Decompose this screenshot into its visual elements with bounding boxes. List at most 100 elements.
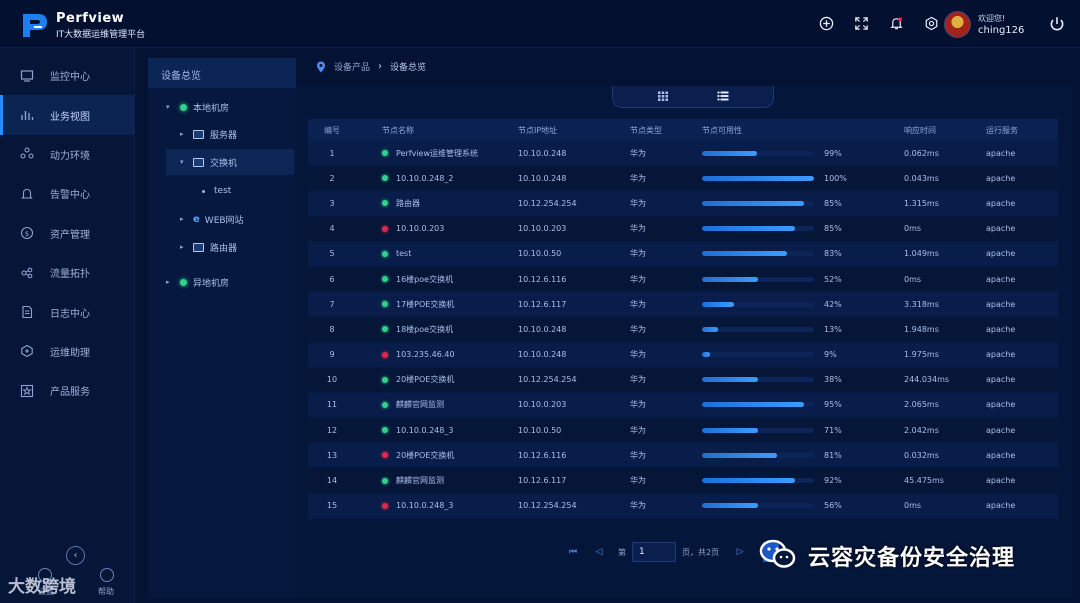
tree-node-remote-room[interactable]: ▸ 异地机房 (166, 269, 294, 295)
sidebar-item-label: 告警中心 (50, 190, 90, 202)
sidebar-item-business-view[interactable]: 业务视图 (0, 95, 134, 136)
table-row[interactable]: 12 10.10.0.248_3 10.10.0.50 华为 71% 2.042ms apa… (308, 418, 1058, 444)
availability-bar (702, 402, 814, 408)
sidebar-item-product-service[interactable]: 产品服务 (0, 371, 134, 410)
cell-name[interactable]: 10.10.0.203 (356, 224, 498, 233)
list-view-icon[interactable] (717, 91, 729, 101)
grid-view-icon[interactable] (657, 91, 669, 101)
tree-node-local-room[interactable]: ▾ 本地机房 (166, 94, 294, 120)
cell-name[interactable]: 16楼poe交换机 (356, 274, 498, 285)
sidebar-item-log-center[interactable]: 日志中心 (0, 292, 134, 331)
caret-down-icon[interactable]: ▾ (166, 103, 170, 111)
cell-name[interactable]: 10.10.0.248_2 (356, 174, 498, 183)
sidebar-item-traffic-topology[interactable]: 流量拓扑 (0, 253, 134, 292)
fullscreen-icon[interactable] (853, 15, 870, 32)
cell-response: 1.049ms (904, 249, 939, 259)
availability-label: 56% (824, 501, 842, 511)
settings-circle-icon[interactable] (38, 568, 52, 582)
page-prefix: 第 (618, 547, 626, 557)
col-header-type[interactable]: 节点类型 (630, 125, 662, 135)
availability-bar (702, 326, 814, 332)
power-icon[interactable] (1048, 15, 1066, 33)
table-row[interactable]: 7 17楼POE交换机 10.12.6.117 华为 42% 3.318ms apache (308, 292, 1058, 318)
caret-right-icon[interactable]: ▸ (180, 215, 184, 223)
sidebar-item-ops-assistant[interactable]: 运维助理 (0, 332, 134, 371)
cell-name[interactable]: 18楼poe交换机 (356, 324, 498, 335)
cell-service: apache (986, 148, 1016, 158)
availability-label: 38% (824, 375, 842, 385)
table-row[interactable]: 3 路由器 10.12.254.254 华为 85% 1.315ms apache (308, 191, 1058, 217)
help-circle-icon[interactable] (100, 568, 114, 582)
cell-name[interactable]: 路由器 (356, 198, 498, 209)
dollar-icon: $ (20, 226, 34, 240)
sidebar-footer-help[interactable]: 帮助 (98, 587, 114, 596)
table-row[interactable]: 14 麒麟官网监测 10.12.6.117 华为 92% 45.475ms apache (308, 468, 1058, 494)
table-row[interactable]: 11 麒麟官网监测 10.10.0.203 华为 95% 2.065ms apache (308, 392, 1058, 419)
sidebar-item-asset-management[interactable]: $ 资产管理 (0, 214, 134, 253)
cell-name[interactable]: 17楼POE交换机 (356, 299, 498, 310)
sidebar-item-power-environment[interactable]: 动力环境 (0, 135, 134, 174)
table-row[interactable]: 4 10.10.0.203 10.10.0.203 华为 85% 0ms apache (308, 216, 1058, 242)
availability-label: 71% (824, 425, 842, 435)
welcome-text: 欢迎您! (978, 14, 1006, 23)
sidebar-item-alarm-center[interactable]: 告警中心 (0, 174, 134, 213)
cell-name[interactable]: 10.10.0.248_3 (356, 426, 498, 435)
cell-type: 华为 (630, 224, 646, 234)
settings-icon[interactable] (923, 15, 940, 32)
cell-service: apache (986, 450, 1016, 460)
table-row[interactable]: 15 10.10.0.248_3 10.12.254.254 华为 56% 0ms apac… (308, 493, 1058, 519)
tree-node-routers[interactable]: ▸ 路由器 (180, 234, 294, 260)
col-header-no[interactable]: 编号 (324, 125, 340, 135)
cell-name[interactable]: 麒麟官网监测 (356, 399, 498, 410)
bell-icon[interactable] (888, 15, 905, 32)
table-row[interactable]: 13 20楼POE交换机 10.12.6.116 华为 81% 0.032ms apache (308, 443, 1058, 469)
cell-name[interactable]: 20楼POE交换机 (356, 450, 498, 461)
table-row[interactable]: 1 Perfview运维管理系统 10.10.0.248 华为 99% 0.062ms ap… (308, 141, 1058, 167)
tree-node-switches[interactable]: ▾ 交换机 (166, 149, 294, 175)
tree-node-servers[interactable]: ▸ 服务器 (180, 121, 294, 147)
cell-service: apache (986, 501, 1016, 511)
cell-name[interactable]: 10.10.0.248_3 (356, 501, 498, 510)
page-input[interactable] (632, 542, 676, 562)
switch-icon (193, 157, 204, 167)
caret-right-icon[interactable]: ▸ (180, 243, 184, 251)
tree-node-websites[interactable]: ▸ e WEB网站 (180, 206, 294, 232)
sidebar-item-monitor[interactable]: 监控中心 (0, 56, 134, 95)
caret-down-icon[interactable]: ▾ (180, 158, 184, 166)
cell-service: apache (986, 249, 1016, 259)
cell-name[interactable]: 20楼POE交换机 (356, 374, 498, 385)
col-header-name[interactable]: 节点名称 (382, 125, 414, 135)
cell-type: 华为 (630, 274, 646, 284)
col-header-availability[interactable]: 节点可用性 (702, 125, 742, 135)
collapse-sidebar-button[interactable]: ‹ (66, 546, 85, 565)
node-name: 18楼poe交换机 (396, 324, 454, 334)
cell-name[interactable]: Perfview运维管理系统 (356, 148, 498, 159)
tree-node-label: 服务器 (210, 130, 238, 141)
table-row[interactable]: 10 20楼POE交换机 10.12.254.254 华为 38% 244.034ms ap… (308, 367, 1058, 393)
cell-name[interactable]: test (356, 249, 498, 258)
col-header-service[interactable]: 运行服务 (986, 125, 1018, 135)
cell-name[interactable]: 麒麟官网监测 (356, 475, 498, 486)
next-page-icon[interactable]: ▷ (736, 547, 744, 557)
prev-page-icon[interactable]: ◁ (595, 547, 603, 557)
cell-service: apache (986, 173, 1016, 183)
col-header-response[interactable]: 响应时间 (904, 125, 936, 135)
add-circle-icon[interactable] (818, 15, 835, 32)
availability-bar-fill (702, 301, 735, 307)
table-row[interactable]: 9 103.235.46.40 10.10.0.248 华为 9% 1.975ms apac… (308, 342, 1058, 368)
caret-right-icon[interactable]: ▸ (166, 278, 170, 286)
table-row[interactable]: 2 10.10.0.248_2 10.10.0.248 华为 100% 0.043ms ap… (308, 166, 1058, 192)
table-row[interactable]: 5 test 10.10.0.50 华为 83% 1.049ms apache (308, 241, 1058, 267)
avatar[interactable] (944, 11, 971, 38)
table-row[interactable]: 8 18楼poe交换机 10.10.0.248 华为 13% 1.948ms apache (308, 317, 1058, 343)
breadcrumb-parent[interactable]: 设备产品 (334, 63, 371, 73)
username[interactable]: ching126 (978, 25, 1025, 36)
availability-label: 95% (824, 400, 842, 410)
first-page-icon[interactable]: ⏮ (568, 547, 578, 557)
cell-name[interactable]: 103.235.46.40 (356, 350, 498, 359)
sidebar-footer-settings[interactable]: 设置 (38, 587, 54, 596)
col-header-ip[interactable]: 节点IP地址 (518, 125, 558, 135)
caret-right-icon[interactable]: ▸ (180, 130, 184, 138)
tree-node-test[interactable]: test (202, 178, 294, 204)
table-row[interactable]: 6 16楼poe交换机 10.12.6.116 华为 52% 0ms apache (308, 266, 1058, 293)
